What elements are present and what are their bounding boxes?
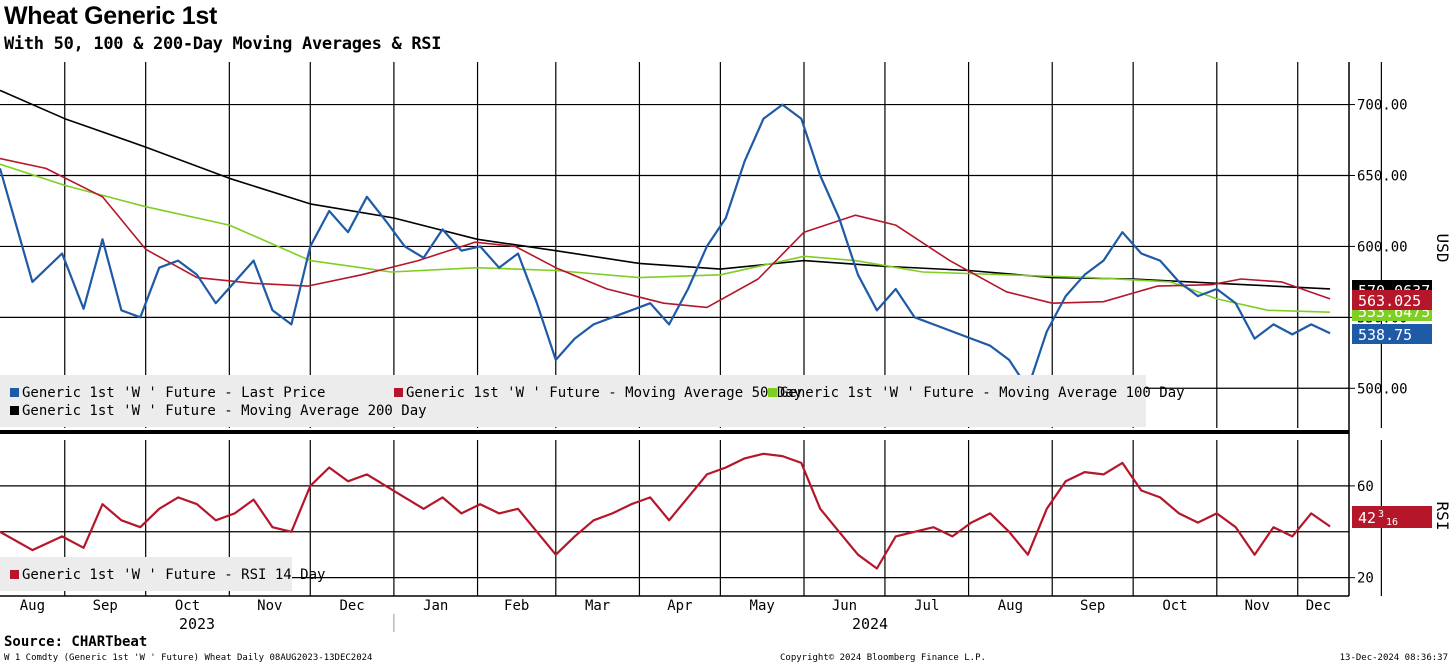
price-ytick-650.00: 650.00 [1357, 168, 1408, 184]
legend-label-ma50: Generic 1st 'W ' Future - Moving Average… [406, 385, 803, 401]
legend-swatch-ma100 [768, 388, 777, 397]
x-month-label-16: Dec [1306, 598, 1331, 614]
x-month-label-5: Jan [423, 598, 448, 614]
price-axis-label: USD [1433, 234, 1452, 263]
x-month-label-11: Jul [914, 598, 939, 614]
footer-ticker: W 1 Comdty (Generic 1st 'W ' Future) Whe… [4, 653, 373, 663]
price-ytick-700.00: 700.00 [1357, 98, 1408, 114]
x-year-label-2024: 2024 [852, 615, 888, 633]
x-month-label-3: Nov [257, 598, 282, 614]
footer-copyright: Copyright© 2024 Bloomberg Finance L.P. [780, 653, 986, 663]
line-ma50 [0, 157, 1331, 309]
last-value-ma50: 563.025 [1358, 292, 1421, 310]
x-month-label-4: Dec [339, 598, 364, 614]
price-ytick-600.00: 600.00 [1357, 239, 1408, 255]
line-rsi [0, 452, 1331, 570]
rsi-axis-label: RSI [1433, 502, 1452, 531]
price-legend: Generic 1st 'W ' Future - Last Price Gen… [0, 375, 1185, 427]
line-ma200 [0, 89, 1331, 290]
last-value-rsi-sup: 3 [1378, 509, 1384, 520]
legend-swatch-ma200 [10, 406, 19, 415]
legend-item-price: Generic 1st 'W ' Future - Last Price [10, 385, 325, 401]
rsi-legend: Generic 1st 'W ' Future - RSI 14 Day [0, 557, 325, 591]
legend-item-ma200: Generic 1st 'W ' Future - Moving Average… [10, 403, 427, 419]
last-value-rsi-sub: 16 [1386, 517, 1398, 528]
x-month-label-7: Mar [585, 598, 610, 614]
x-month-label-8: Apr [667, 598, 692, 614]
rsi-ytick-60: 60 [1357, 479, 1374, 495]
chart-title: Wheat Generic 1st [4, 2, 218, 30]
x-month-label-12: Aug [998, 598, 1023, 614]
x-month-label-13: Sep [1080, 598, 1105, 614]
footer-timestamp: 13-Dec-2024 08:36:37 [1339, 653, 1448, 663]
legend-item-ma50: Generic 1st 'W ' Future - Moving Average… [394, 385, 802, 401]
x-month-label-2: Oct [175, 598, 200, 614]
legend-swatch-rsi [10, 570, 19, 579]
x-month-label-9: May [750, 598, 775, 614]
last-value-price: 538.75 [1358, 326, 1412, 344]
line-ma100 [0, 163, 1331, 313]
legend-swatch-price [10, 388, 19, 397]
line-price [0, 103, 1331, 390]
x-month-label-1: Sep [93, 598, 118, 614]
legend-label-rsi: Generic 1st 'W ' Future - RSI 14 Day [22, 567, 326, 583]
legend-label-price: Generic 1st 'W ' Future - Last Price [22, 385, 326, 401]
x-month-label-0: Aug [20, 598, 45, 614]
legend-item-rsi: Generic 1st 'W ' Future - RSI 14 Day [10, 567, 325, 583]
chart-subtitle: With 50, 100 & 200-Day Moving Averages &… [4, 34, 442, 54]
last-value-ma50-bg [1352, 290, 1432, 310]
x-month-label-14: Oct [1162, 598, 1187, 614]
legend-swatch-ma50 [394, 388, 403, 397]
panel-separator [0, 430, 1349, 434]
x-year-label-2023: 2023 [179, 615, 215, 633]
last-value-rsi-bg [1352, 506, 1432, 528]
price-ytick-500.00: 500.00 [1357, 381, 1408, 397]
source-label: Source: CHARTbeat [4, 634, 148, 650]
rsi-ytick-20: 20 [1357, 571, 1374, 587]
x-month-label-15: Nov [1245, 598, 1270, 614]
legend-label-ma100: Generic 1st 'W ' Future - Moving Average… [780, 385, 1185, 401]
last-value-rsi-main: 42 [1358, 509, 1376, 527]
legend-label-ma200: Generic 1st 'W ' Future - Moving Average… [22, 403, 427, 419]
last-value-price-bg [1352, 324, 1432, 344]
legend-item-ma100: Generic 1st 'W ' Future - Moving Average… [768, 385, 1185, 401]
x-month-label-10: Jun [832, 598, 857, 614]
x-month-label-6: Feb [504, 598, 529, 614]
